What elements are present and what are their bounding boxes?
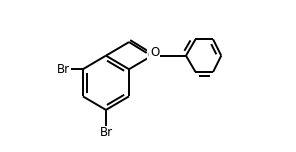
Text: O: O xyxy=(150,47,159,59)
Text: Br: Br xyxy=(57,63,70,76)
Text: Br: Br xyxy=(99,126,112,140)
Text: O: O xyxy=(147,49,157,62)
